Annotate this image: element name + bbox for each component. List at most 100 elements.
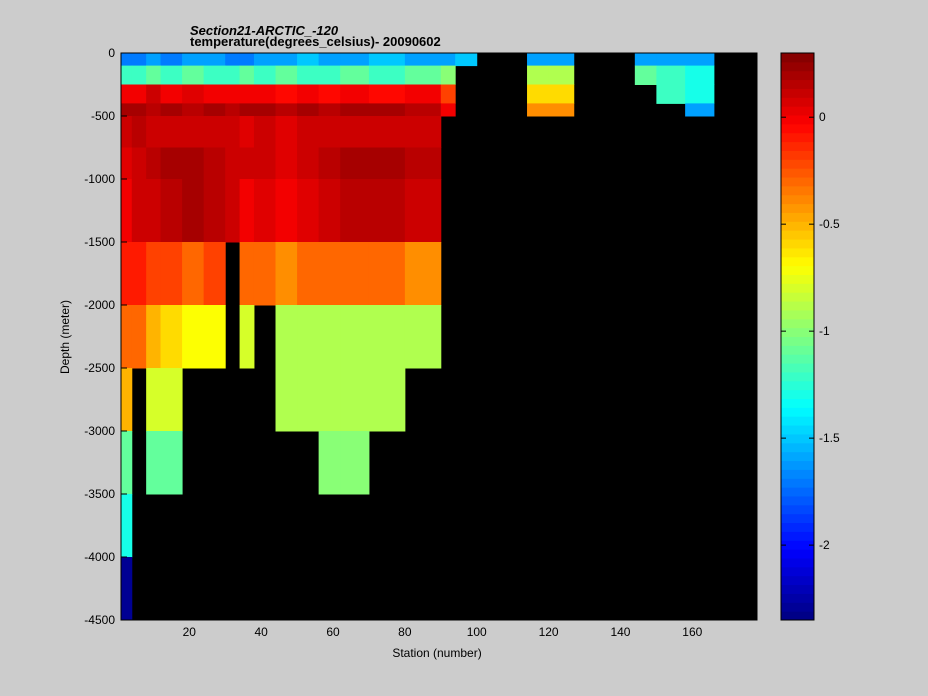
heat-cell [160,53,183,67]
colorbar-segment [781,274,814,284]
colorbar-segment [781,487,814,497]
heat-cell [203,179,226,243]
heat-cell [203,116,226,148]
colorbar-segment [781,540,814,550]
heat-cell [121,368,133,432]
heat-cell [275,147,298,180]
heat-cell [656,84,686,104]
heat-cell [131,147,147,180]
heat-cell [297,368,320,432]
colorbar-segment [781,354,814,364]
heat-cell [160,179,183,243]
y-axis-label: Depth (meter) [58,300,72,374]
heat-cell [368,242,406,306]
heat-cell [297,242,320,306]
heat-cell [318,84,341,104]
colorbar-segment [781,425,814,435]
heat-cell [160,147,183,180]
heat-cell [455,53,478,67]
heat-cell [160,305,183,369]
colorbar-segment [781,363,814,373]
chart-subtitle: temperature(degrees_celsius)- 20090602 [190,34,441,49]
heat-cell [440,65,456,85]
x-axis-label: Station (number) [392,646,481,660]
heat-cell [121,431,133,495]
heat-cell [318,147,341,180]
heat-cell [548,65,575,85]
x-tick-label: 20 [183,625,197,639]
heat-cell [253,65,277,85]
heat-cell [225,103,241,117]
heat-cell [527,84,550,104]
heat-cell [121,65,133,85]
heat-cell [368,103,406,117]
colorbar-segment [781,451,814,462]
colorbar-segment [781,221,814,231]
heat-cell [146,53,162,67]
heat-cell [121,116,133,148]
heat-cell [182,147,205,180]
heat-cell [340,84,370,104]
colorbar-segment [781,53,814,63]
colorbar-tick-label: -1.5 [819,431,840,445]
colorbar-segment [781,132,814,143]
y-tick-label: -1500 [84,235,115,249]
heat-cell [318,242,341,306]
heat-cell [340,305,370,369]
colorbar-segment [781,230,814,240]
colorbar-tick-label: 0 [819,110,826,124]
heat-cell [131,84,147,104]
colorbar-segment [781,531,814,541]
heat-cell [146,103,162,117]
heat-cell [297,179,320,243]
colorbar-segment [781,106,814,116]
colorbar-segment [781,566,814,577]
heat-cell [121,242,133,306]
colorbar-segment [781,380,814,391]
heat-cell [368,147,406,180]
heat-cell [685,84,715,104]
heat-cell [634,53,657,67]
colorbar-segment [781,584,814,594]
colorbar-segment [781,123,814,134]
colorbar-segment [781,416,814,426]
colorbar-segment [781,442,814,453]
heat-cell [121,53,133,67]
colorbar-segment [781,593,814,603]
heat-cell [368,179,406,243]
colorbar-segment [781,159,814,169]
heat-cell [160,65,183,85]
colorbar-tick-label: -0.5 [819,217,840,231]
heat-cell [146,84,162,104]
colorbar-segment [781,309,814,320]
heat-cell [146,431,162,495]
heat-cell [121,179,133,243]
colorbar-segment [781,513,814,524]
heat-cell [239,305,255,369]
colorbar-segment [781,478,814,488]
colorbar-segment [781,469,814,479]
heat-cell [275,53,298,67]
heat-cell [340,116,370,148]
heat-cell [253,147,277,180]
x-tick-label: 160 [682,625,702,639]
heat-cell [160,116,183,148]
y-tick-label: -3500 [84,487,115,501]
colorbar-segment [781,247,814,258]
heat-cell [656,65,686,85]
heat-cell [182,103,205,117]
heat-cell [146,116,162,148]
heat-cell [121,84,133,104]
heat-cell [203,242,226,306]
heat-cell [634,65,657,85]
heat-cell [368,116,406,148]
heat-cell [182,242,205,306]
heat-cell [239,84,255,104]
colorbar-segment [781,265,814,275]
heat-cell [146,147,162,180]
heat-cell [548,53,575,67]
heat-cell [297,116,320,148]
heat-cell [368,53,406,67]
heat-cell [340,65,370,85]
heat-cell [318,368,341,432]
